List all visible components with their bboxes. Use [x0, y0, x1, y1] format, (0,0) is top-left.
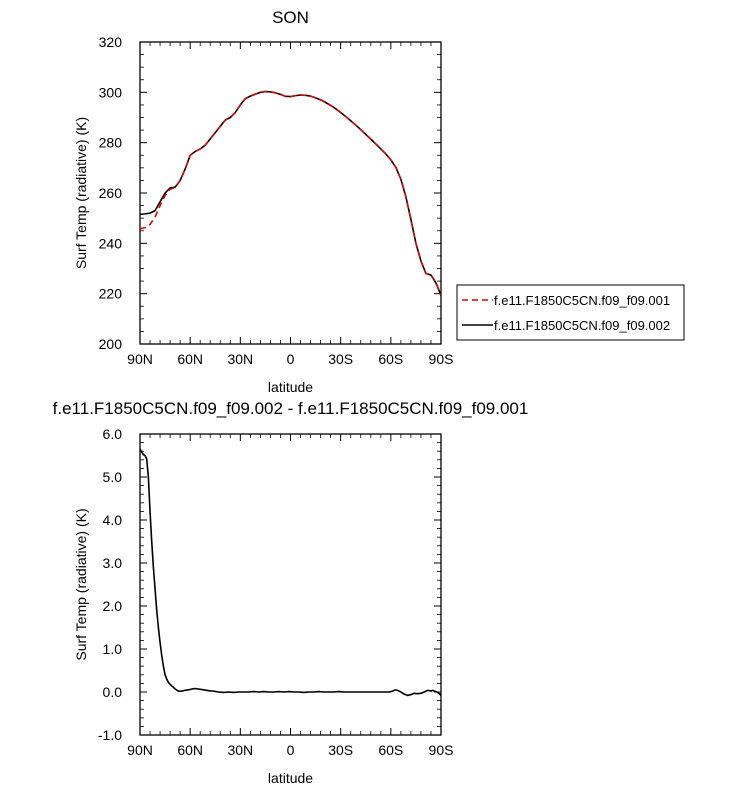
y-tick-label: -1.0 [98, 727, 122, 743]
y-tick-label: 4.0 [103, 512, 123, 528]
y-tick-label: 260 [99, 185, 123, 201]
y-tick-label: 220 [99, 286, 123, 302]
y-tick-label: 6.0 [103, 426, 123, 442]
x-tick-label: 60S [378, 742, 403, 758]
y-tick-label: 240 [99, 235, 123, 251]
legend-box [456, 284, 685, 341]
x-tick-label: 30N [227, 742, 253, 758]
x-tick-label: 30S [328, 351, 353, 367]
x-tick-label: 30S [328, 742, 353, 758]
y-axis-label: Surf Temp (radiative) (K) [73, 117, 89, 269]
series-line-1 [140, 448, 441, 697]
y-tick-label: 3.0 [103, 555, 123, 571]
legend-entry-label: f.e11.F1850C5CN.f09_f09.001 [494, 293, 670, 308]
x-tick-label: 60S [378, 351, 403, 367]
y-tick-label: 0.0 [103, 684, 123, 700]
y-tick-label: 300 [99, 84, 123, 100]
series-line-1 [140, 90, 441, 296]
x-axis-label: latitude [268, 379, 313, 395]
x-tick-label: 90N [127, 351, 153, 367]
y-tick-label: 320 [99, 34, 123, 50]
legend-entry-label: f.e11.F1850C5CN.f09_f09.002 [494, 318, 670, 333]
y-tick-label: 280 [99, 135, 123, 151]
chart-title: f.e11.F1850C5CN.f09_f09.002 - f.e11.F185… [53, 399, 529, 418]
x-tick-label: 30N [227, 351, 253, 367]
plot-frame [139, 41, 442, 345]
y-tick-label: 1.0 [103, 641, 123, 657]
y-tick-label: 2.0 [103, 598, 123, 614]
x-tick-label: 0 [287, 742, 295, 758]
y-tick-label: 5.0 [103, 469, 123, 485]
chart-title: SON [272, 8, 309, 27]
x-tick-label: 90S [429, 742, 454, 758]
x-tick-label: 0 [287, 351, 295, 367]
x-tick-label: 90N [127, 742, 153, 758]
y-tick-label: 200 [99, 336, 123, 352]
chart-panel-1: SON 90N 60N 30N 0 30S 60S 90S 200 220 240 260 280 300… [73, 8, 685, 395]
legend: f.e11.F1850C5CN.f09_f09.001 f.e11.F1850C5… [456, 284, 685, 341]
x-axis-label: latitude [268, 770, 313, 786]
chart-panel-2: f.e11.F1850C5CN.f09_f09.002 - f.e11.F185… [53, 399, 529, 786]
y-axis-label: Surf Temp (radiative) (K) [73, 508, 89, 660]
series-line-2 [140, 90, 441, 296]
x-tick-label: 60N [177, 351, 203, 367]
x-tick-label: 60N [177, 742, 203, 758]
x-tick-label: 90S [429, 351, 454, 367]
